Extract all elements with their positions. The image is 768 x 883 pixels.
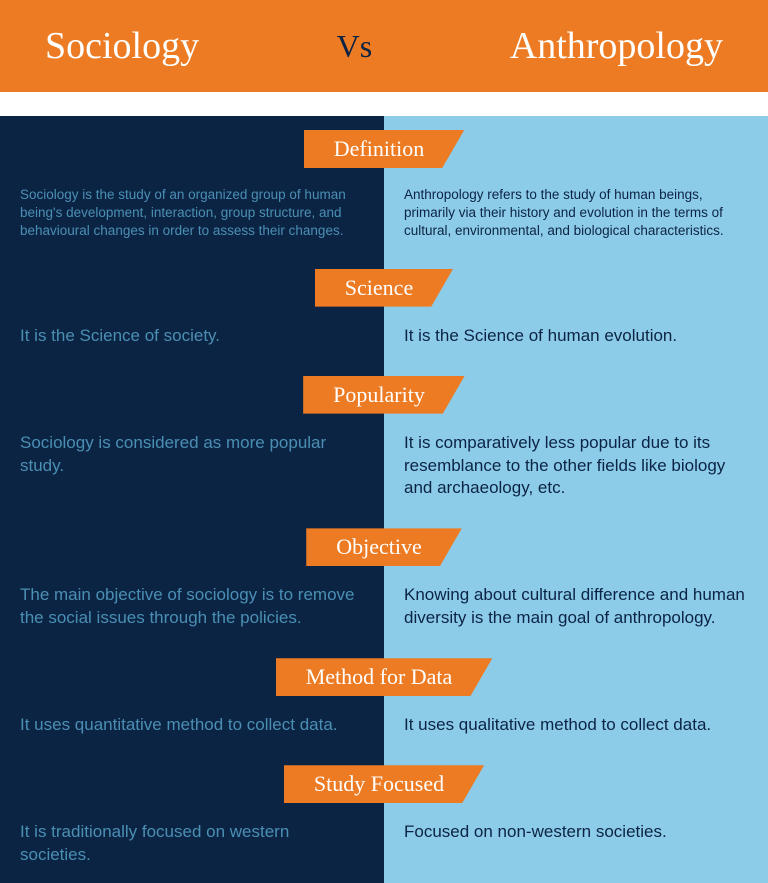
cell-left: Sociology is the study of an organized g… <box>0 180 384 255</box>
section-1: Science It is the Science of society.It i… <box>0 255 768 362</box>
section-2: Popularity Sociology is considered as mor… <box>0 362 768 515</box>
section-4: Method for Data It uses quantitative meth… <box>0 644 768 751</box>
header-title-right: Anthropology <box>510 24 723 68</box>
banner-wrap: Definition <box>0 130 768 168</box>
cell-left: It uses quantitative method to collect d… <box>0 708 384 751</box>
sections-container: Definition Sociology is the study of an o… <box>0 116 768 881</box>
cell-left: Sociology is considered as more popular … <box>0 426 384 515</box>
section-row: It uses quantitative method to collect d… <box>0 708 768 751</box>
section-banner: Popularity <box>303 376 465 414</box>
section-row: It is traditionally focused on western s… <box>0 815 768 881</box>
section-banner: Science <box>315 269 453 307</box>
section-5: Study Focused It is traditionally focused… <box>0 751 768 881</box>
section-banner: Study Focused <box>284 765 484 803</box>
section-row: Sociology is considered as more popular … <box>0 426 768 515</box>
header: Sociology Vs Anthropology <box>0 0 768 92</box>
cell-left: The main objective of sociology is to re… <box>0 578 384 644</box>
section-row: The main objective of sociology is to re… <box>0 578 768 644</box>
cell-right: It is the Science of human evolution. <box>384 319 768 362</box>
banner-wrap: Study Focused <box>0 765 768 803</box>
section-3: Objective The main objective of sociology… <box>0 514 768 644</box>
header-title-left: Sociology <box>45 24 199 68</box>
header-spacer <box>0 92 768 116</box>
cell-right: It uses qualitative method to collect da… <box>384 708 768 751</box>
cell-right: Anthropology refers to the study of huma… <box>384 180 768 255</box>
section-row: It is the Science of society.It is the S… <box>0 319 768 362</box>
banner-wrap: Popularity <box>0 376 768 414</box>
cell-right: Focused on non-western societies. <box>384 815 768 881</box>
section-row: Sociology is the study of an organized g… <box>0 180 768 255</box>
cell-right: Knowing about cultural difference and hu… <box>384 578 768 644</box>
header-vs: Vs <box>337 28 373 65</box>
cell-right: It is comparatively less popular due to … <box>384 426 768 515</box>
banner-wrap: Method for Data <box>0 658 768 696</box>
cell-left: It is the Science of society. <box>0 319 384 362</box>
section-banner: Method for Data <box>276 658 493 696</box>
banner-wrap: Science <box>0 269 768 307</box>
section-banner: Definition <box>304 130 464 168</box>
comparison-body: Definition Sociology is the study of an o… <box>0 116 768 883</box>
banner-wrap: Objective <box>0 528 768 566</box>
cell-left: It is traditionally focused on western s… <box>0 815 384 881</box>
section-0: Definition Sociology is the study of an o… <box>0 116 768 255</box>
section-banner: Objective <box>306 528 462 566</box>
